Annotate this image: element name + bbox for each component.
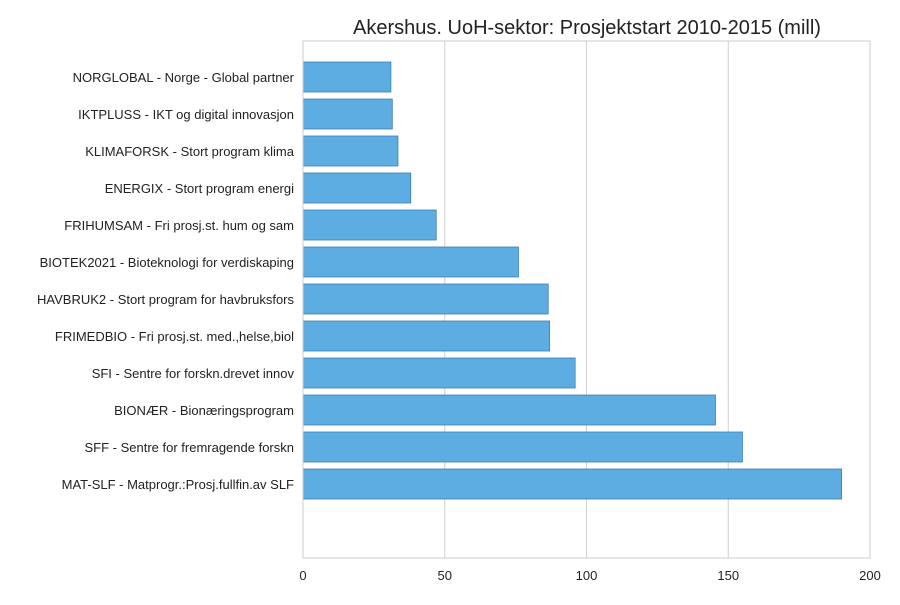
bar	[302, 98, 393, 130]
category-label: FRIHUMSAM - Fri prosj.st. hum og sam	[64, 218, 294, 233]
x-tick-label: 50	[438, 568, 452, 583]
chart-title: Akershus. UoH-sektor: Prosjektstart 2010…	[353, 17, 821, 39]
bar	[302, 246, 519, 278]
bar	[302, 468, 843, 500]
bar	[302, 135, 399, 167]
category-label: NORGLOBAL - Norge - Global partner	[73, 70, 295, 85]
bar	[302, 357, 576, 389]
category-label: BIOTEK2021 - Bioteknologi for verdiskapi…	[40, 255, 294, 270]
bar	[302, 320, 551, 352]
bar	[302, 172, 412, 204]
bar	[302, 283, 549, 315]
bar	[302, 209, 437, 241]
x-tick-label: 0	[299, 568, 306, 583]
category-label: KLIMAFORSK - Stort program klima	[85, 144, 295, 159]
category-label: MAT-SLF - Matprogr.:Prosj.fullfin.av SLF	[62, 477, 294, 492]
x-tick-label: 150	[717, 568, 739, 583]
category-label: BIONÆR - Bionæringsprogram	[114, 403, 294, 418]
bar	[302, 431, 743, 463]
category-label: SFF - Sentre for fremragende forskn	[84, 440, 294, 455]
category-label: ENERGIX - Stort program energi	[105, 181, 294, 196]
category-label: IKTPLUSS - IKT og digital innovasjon	[78, 107, 294, 122]
x-tick-label: 100	[576, 568, 598, 583]
plot-frame	[302, 40, 871, 559]
category-label: FRIMEDBIO - Fri prosj.st. med.,helse,bio…	[55, 329, 294, 344]
bars	[302, 61, 843, 500]
y-tick-labels: NORGLOBAL - Norge - Global partner IKTPLU…	[37, 70, 295, 492]
bar	[302, 394, 716, 426]
category-label: SFI - Sentre for forskn.drevet innov	[92, 366, 295, 381]
category-label: HAVBRUK2 - Stort program for havbruksfor…	[37, 292, 294, 307]
bar	[302, 61, 392, 93]
x-tick-label: 200	[859, 568, 881, 583]
x-tick-labels: 0 50 100 150 200	[299, 568, 880, 583]
